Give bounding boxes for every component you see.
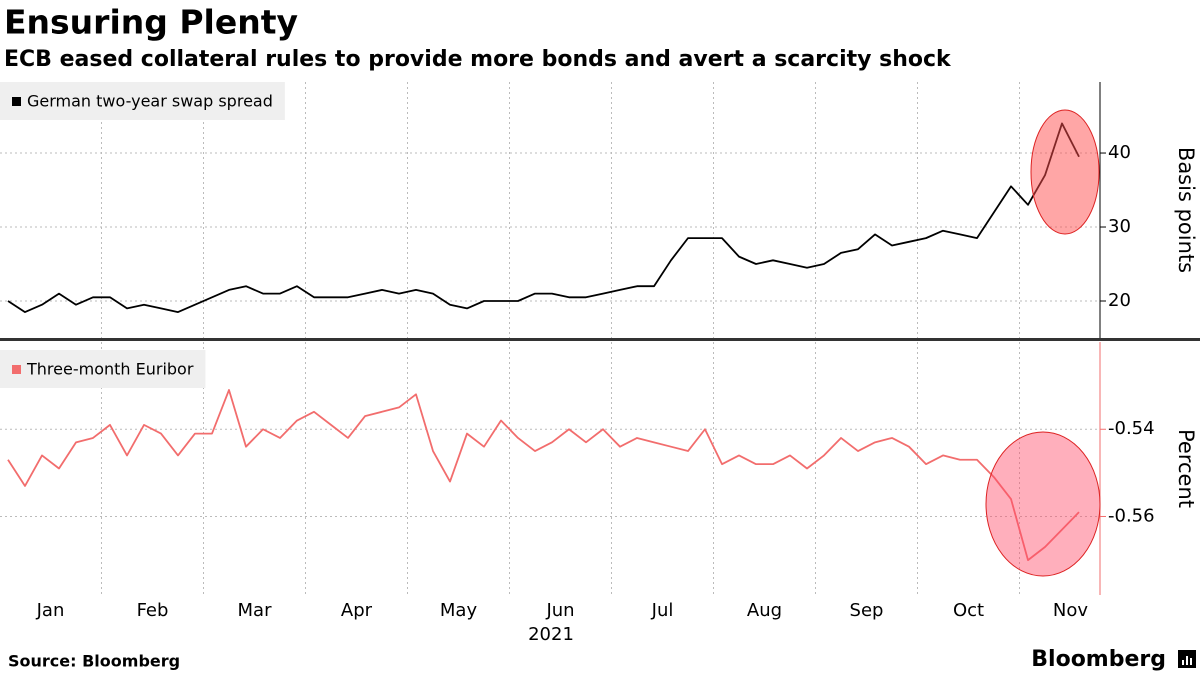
legend-swatch <box>12 97 21 106</box>
x-tick-label: May <box>440 600 478 621</box>
x-tick-label: Aug <box>747 600 782 621</box>
panel-separator <box>0 338 1200 341</box>
source-note: Source: Bloomberg <box>8 652 180 671</box>
brand: Bloomberg <box>1031 647 1166 672</box>
y-tick-label: 20 <box>1108 290 1131 311</box>
x-tick-label: Jun <box>545 600 574 621</box>
x-tick-label: Feb <box>137 600 169 621</box>
x-axis-label: 2021 <box>528 624 574 645</box>
x-tick-label: Mar <box>238 600 273 621</box>
legend-background <box>0 350 206 388</box>
legend-label: German two-year swap spread <box>27 92 273 111</box>
x-tick-label: Sep <box>850 600 884 621</box>
brand-logo-bar <box>1190 658 1192 665</box>
chart-subtitle: ECB eased collateral rules to provide mo… <box>4 47 952 72</box>
y-tick-label: -0.56 <box>1108 505 1155 526</box>
highlight-circle <box>985 431 1101 577</box>
series-line <box>7 122 1080 314</box>
chart-title: Ensuring Plenty <box>4 3 298 42</box>
x-tick-label: Oct <box>953 600 984 621</box>
x-tick-label: Nov <box>1053 600 1088 621</box>
brand-logo-bar <box>1182 660 1184 665</box>
x-tick-label: Jan <box>36 600 65 621</box>
x-tick-label: Apr <box>341 600 373 621</box>
legend-label: Three-month Euribor <box>26 360 194 379</box>
series-line <box>7 389 1080 562</box>
x-tick-label: Jul <box>651 600 674 621</box>
highlight-circle <box>1030 109 1100 235</box>
legend-background <box>0 82 285 120</box>
y-axis-label: Percent <box>1174 429 1198 508</box>
plot-layer: 20 30 40 Basis points German two-year swap s… <box>0 82 1200 645</box>
y-tick-label: 30 <box>1108 216 1131 237</box>
brand-logo-bar <box>1186 656 1188 665</box>
legend-swatch <box>12 365 21 374</box>
y-axis-label: Basis points <box>1174 147 1198 273</box>
y-tick-label: -0.54 <box>1108 418 1155 439</box>
y-tick-label: 40 <box>1108 142 1131 163</box>
